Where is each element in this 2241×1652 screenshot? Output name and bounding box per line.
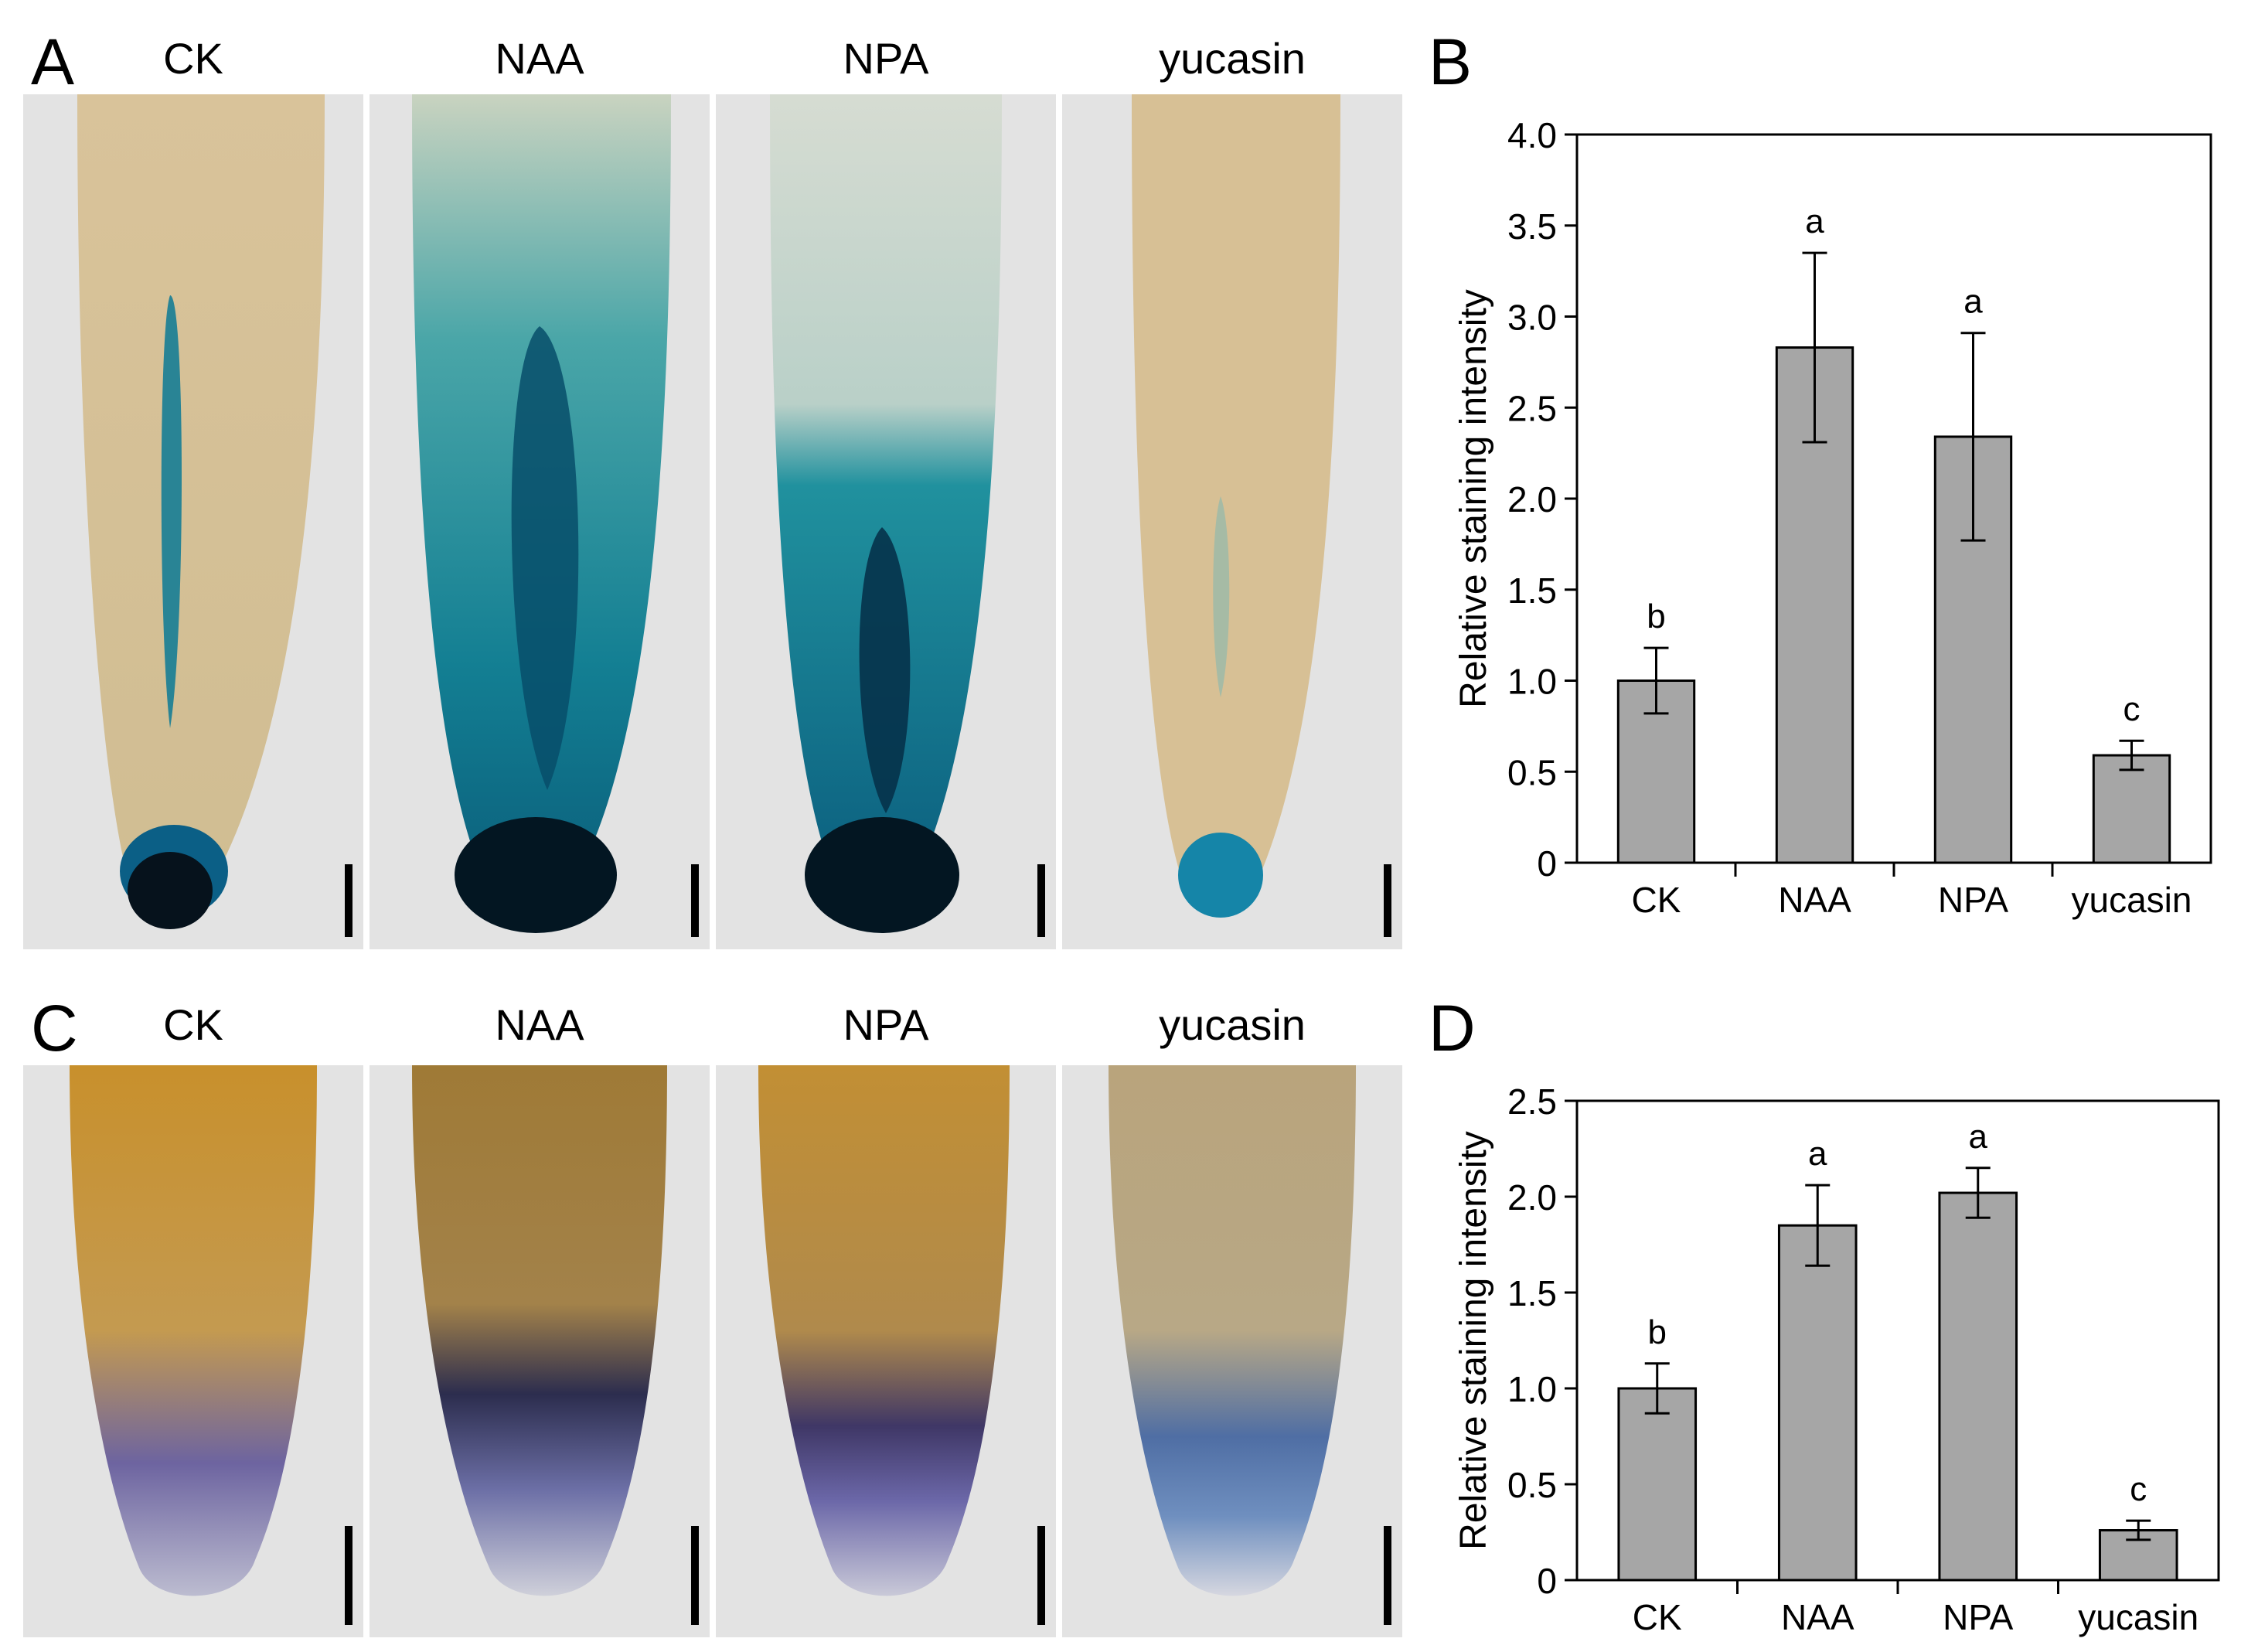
scale-bar bbox=[1384, 864, 1391, 937]
y-tick-label: 0.5 bbox=[1507, 1465, 1557, 1505]
category-label: NAA bbox=[1778, 880, 1851, 920]
bar bbox=[1617, 1387, 1698, 1582]
significance-letter: a bbox=[1805, 203, 1824, 240]
y-tick-label: 2.5 bbox=[1507, 388, 1557, 428]
y-axis-label: Relative staining intensity bbox=[1453, 1131, 1494, 1550]
y-axis-label: Relative staining intensity bbox=[1453, 289, 1494, 708]
significance-letter: a bbox=[1963, 283, 1983, 321]
micrograph-a-npa bbox=[716, 94, 1056, 949]
y-tick-label: 4.0 bbox=[1507, 115, 1557, 155]
scale-bar bbox=[691, 864, 699, 937]
y-tick-label: 0.5 bbox=[1507, 752, 1557, 792]
y-tick-label: 1.5 bbox=[1507, 1273, 1557, 1313]
y-tick-label: 2.0 bbox=[1507, 1177, 1557, 1218]
y-tick-label: 3.5 bbox=[1507, 206, 1557, 247]
significance-letter: b bbox=[1648, 1313, 1667, 1351]
scale-bar bbox=[1037, 1526, 1045, 1625]
y-tick-label: 0 bbox=[1537, 1561, 1557, 1601]
category-label: yucasin bbox=[2078, 1597, 2198, 1637]
bar bbox=[2092, 754, 2171, 864]
y-tick-label: 2.5 bbox=[1507, 1081, 1557, 1122]
bar bbox=[1777, 1224, 1858, 1582]
label-a-npa: NPA bbox=[843, 34, 929, 83]
panel-letter-b: B bbox=[1429, 26, 1473, 98]
scale-bar bbox=[345, 1526, 352, 1625]
category-label: NPA bbox=[1943, 1597, 2013, 1637]
y-tick-label: 1.0 bbox=[1507, 662, 1557, 702]
y-tick-label: 3.0 bbox=[1507, 298, 1557, 338]
category-label: yucasin bbox=[2072, 880, 2192, 920]
significance-letter: a bbox=[1808, 1135, 1827, 1173]
category-label: CK bbox=[1632, 880, 1681, 920]
micrograph-c-npa bbox=[716, 1065, 1056, 1637]
micrograph-c-ck bbox=[23, 1065, 363, 1637]
significance-letter: c bbox=[2130, 1470, 2147, 1508]
chart-d: 0 0.5 1.0 1.5 2.0 2.5 b CK a NAA a NPA c yucasin Relat… bbox=[1453, 1081, 2220, 1637]
label-a-yucasin: yucasin bbox=[1159, 34, 1306, 83]
category-label: NPA bbox=[1938, 880, 2008, 920]
scale-bar bbox=[1037, 864, 1045, 937]
y-tick-label: 1.0 bbox=[1507, 1369, 1557, 1409]
category-label: CK bbox=[1633, 1597, 1682, 1637]
label-a-naa: NAA bbox=[495, 34, 584, 83]
y-tick-label: 2.0 bbox=[1507, 479, 1557, 519]
panel-letter-c: C bbox=[31, 992, 78, 1064]
bar bbox=[1938, 1191, 2018, 1582]
significance-letter: c bbox=[2124, 690, 2141, 728]
label-c-ck: CK bbox=[163, 1000, 223, 1049]
micrograph-a-yucasin bbox=[1062, 94, 1402, 949]
micrograph-c-naa bbox=[370, 1065, 710, 1637]
chart-b: 0 0.5 1.0 1.5 2.0 2.5 3.0 3.5 4.0 b CK a NAA a NPA c yuc… bbox=[1453, 115, 2212, 920]
label-c-naa: NAA bbox=[495, 1000, 584, 1049]
scale-bar bbox=[345, 864, 352, 937]
scale-bar bbox=[1384, 1526, 1391, 1625]
label-a-ck: CK bbox=[163, 34, 223, 83]
significance-letter: a bbox=[1969, 1118, 1988, 1156]
y-tick-label: 0 bbox=[1537, 843, 1557, 884]
significance-letter: b bbox=[1647, 598, 1665, 635]
label-c-yucasin: yucasin bbox=[1159, 1000, 1306, 1049]
y-tick-label: 1.5 bbox=[1507, 571, 1557, 611]
panel-letter-a: A bbox=[31, 26, 75, 98]
micrograph-c-yucasin bbox=[1062, 1065, 1402, 1637]
label-c-npa: NPA bbox=[843, 1000, 929, 1049]
panel-letter-d: D bbox=[1429, 992, 1476, 1064]
category-label: NAA bbox=[1781, 1597, 1854, 1637]
micrograph-a-naa bbox=[370, 94, 710, 949]
micrograph-a-ck bbox=[23, 94, 363, 949]
scale-bar bbox=[691, 1526, 699, 1625]
